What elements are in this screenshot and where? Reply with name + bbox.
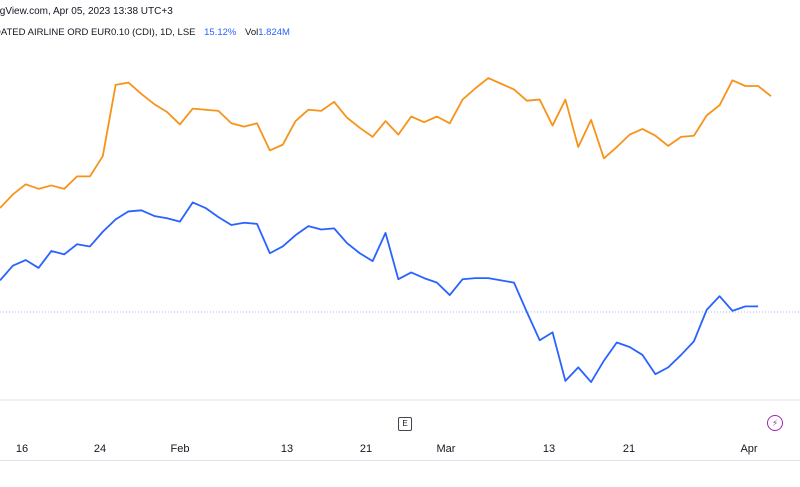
lightning-bolt-icon[interactable]: ⚡ bbox=[767, 415, 783, 431]
volume-label: Vol1.824M bbox=[245, 27, 290, 38]
chart-header: ingView.com, Apr 05, 2023 13:38 UTC+3 DA… bbox=[0, 0, 800, 44]
series-line-1 bbox=[0, 77, 772, 209]
events-button[interactable]: E bbox=[398, 417, 412, 431]
time-axis: 16 24 Feb 13 21 Mar 13 21 Apr bbox=[16, 443, 758, 455]
x-tick-label: 16 bbox=[16, 443, 28, 455]
header-symbol-line: DATED AIRLINE ORD EUR0.10 (CDI), 1D, LSE… bbox=[0, 27, 290, 38]
x-tick-label: 13 bbox=[543, 443, 555, 455]
series-group bbox=[0, 77, 772, 383]
series-line-2 bbox=[0, 201, 759, 383]
bottom-border bbox=[0, 460, 800, 461]
volume-label-text: Vol bbox=[245, 27, 259, 38]
x-tick-label: Apr bbox=[740, 443, 757, 455]
x-tick-label: 13 bbox=[281, 443, 293, 455]
x-tick-label: 24 bbox=[94, 443, 106, 455]
x-tick-label: Feb bbox=[171, 443, 190, 455]
x-tick-label: 21 bbox=[360, 443, 372, 455]
header-source-line: ingView.com, Apr 05, 2023 13:38 UTC+3 bbox=[0, 6, 173, 17]
symbol-label: DATED AIRLINE ORD EUR0.10 (CDI), 1D, LSE bbox=[0, 27, 196, 38]
volume-value: 1.824M bbox=[258, 27, 290, 38]
change-percent: 15.12% bbox=[204, 27, 237, 38]
x-tick-label: Mar bbox=[437, 443, 456, 455]
x-tick-label: 21 bbox=[623, 443, 635, 455]
